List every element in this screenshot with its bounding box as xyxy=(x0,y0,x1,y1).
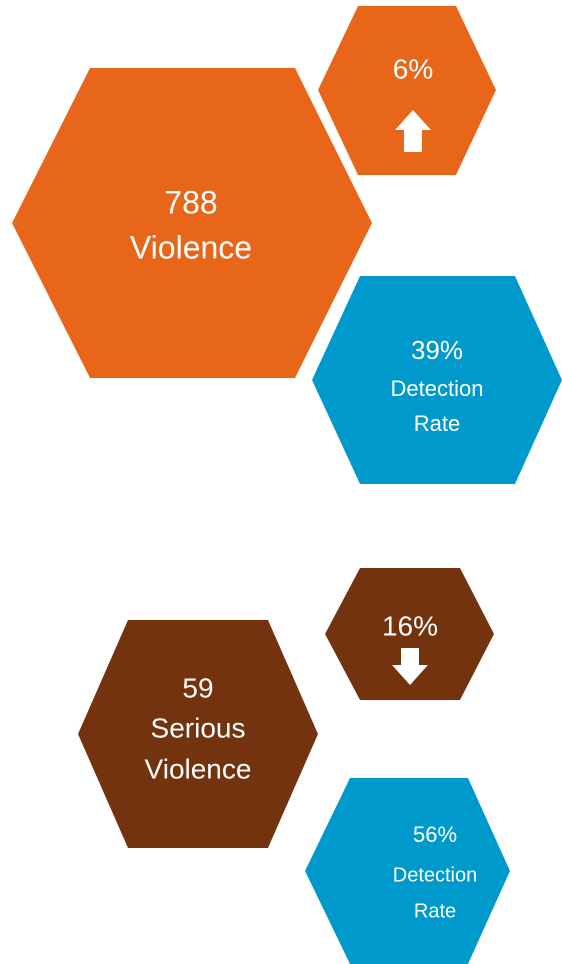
change: 6% xyxy=(393,53,433,84)
change-hexagon xyxy=(318,6,496,175)
main-hexagon xyxy=(12,68,372,378)
detection-label: Rate xyxy=(414,900,456,922)
label: Violence xyxy=(145,753,252,784)
detection-label: Detection xyxy=(393,864,478,886)
change-hexagon xyxy=(325,568,494,700)
detection: 56% xyxy=(413,822,457,847)
count: 788 xyxy=(164,184,217,220)
detection-label: Rate xyxy=(414,411,460,436)
detection-hexagon xyxy=(312,276,562,484)
arrow-down xyxy=(392,648,428,685)
label: Violence xyxy=(130,229,252,265)
detection-hexagon xyxy=(305,778,510,964)
change: 16% xyxy=(382,610,438,641)
main-hexagon xyxy=(78,620,318,848)
detection: 39% xyxy=(411,335,463,365)
detection-label: Detection xyxy=(391,376,484,401)
count: 59 xyxy=(182,672,213,703)
label: Serious xyxy=(151,712,246,743)
arrow-up xyxy=(395,110,431,152)
